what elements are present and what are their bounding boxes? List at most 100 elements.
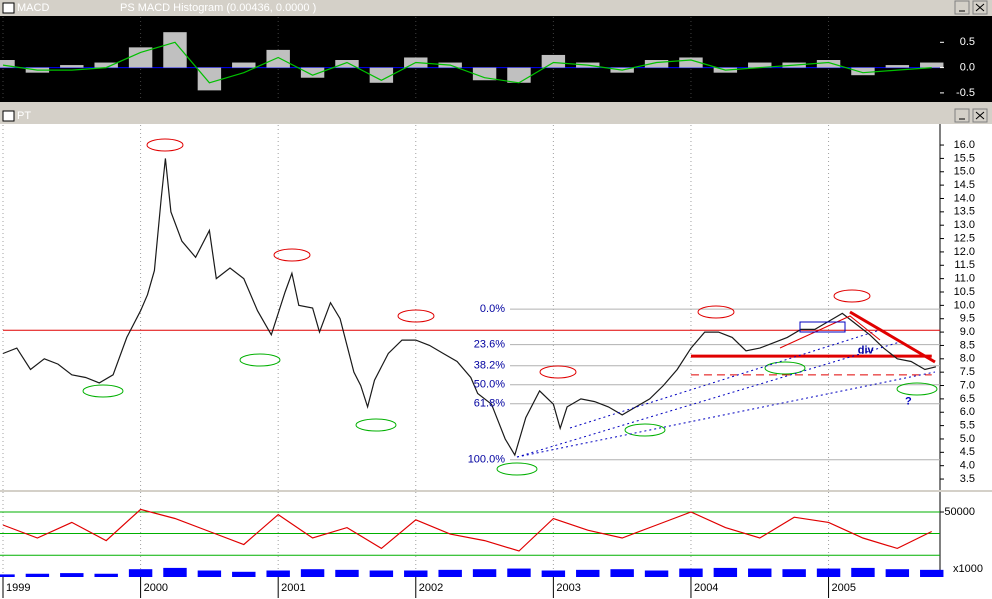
peak-marker [539,365,577,379]
fib-label: 100.0% [468,454,506,466]
bar [713,567,738,577]
y-tick-label: 0.5 [960,36,975,48]
y-tick-label: 11.0 [954,273,975,285]
trough-marker [624,423,666,437]
y-tick-label: 8.0 [960,353,975,365]
trough-marker [496,462,538,476]
button-glyphs [959,3,985,12]
button-glyphs [959,111,985,120]
bar [541,570,566,577]
x-axis-strip [0,577,992,599]
bar [472,67,497,81]
bar [851,567,875,577]
minimize-button[interactable] [954,0,970,15]
y-tick-label: 12.5 [954,232,975,244]
trough-marker [82,384,124,398]
trough-marker [764,361,806,375]
y-tick-label: 8.5 [960,339,975,351]
fib-label: 23.6% [474,339,505,351]
peak-marker [146,138,184,152]
fib-label: 0.0% [480,303,505,315]
bar [782,569,806,577]
bar [816,568,841,577]
fib-label: 38.2% [474,360,505,372]
y-tick-label: 15.5 [954,152,975,164]
bar [679,568,703,577]
trend-line [516,341,901,458]
y-tick-label: 5.5 [960,420,975,432]
bar [197,570,222,577]
bar [644,570,669,577]
x-tick-label: 2004 [694,582,718,594]
bar [128,47,153,68]
y-tick-label: 9.5 [960,313,975,325]
panel-icon [2,2,15,14]
y-tick-label: 6.5 [960,393,975,405]
bar [232,62,256,68]
bar [920,62,944,68]
bar [679,57,703,68]
bar [335,569,359,577]
trend-line [569,329,881,429]
bar [0,60,15,68]
y-tick-label: 14.0 [954,192,975,204]
minimize-button[interactable] [954,108,970,123]
unit-label: x1000 [953,563,983,575]
bar [507,568,531,577]
x-tick-label: 2005 [832,582,856,594]
trough-marker [239,353,281,367]
bar [60,65,84,68]
y-tick-label: 12.0 [954,246,975,258]
annotations-layer [82,138,938,476]
y-tick-label: 10.5 [954,286,975,298]
y-tick-label: 16.0 [954,139,975,151]
title-bar [0,0,992,16]
bar [748,568,772,577]
trough-marker [896,382,938,396]
bar [25,573,50,577]
y-tick-label: 13.0 [954,219,975,231]
x-tick-label: 2003 [556,582,580,594]
bar [335,60,359,68]
bar [232,571,256,577]
pattern-box [799,321,846,333]
y-tick-label: 7.0 [960,379,975,391]
bar [128,569,153,577]
panel-icon [2,110,15,122]
bar [541,54,566,68]
series-line [2,41,932,84]
bar [300,67,325,78]
bar [610,569,634,577]
bar [576,569,600,577]
fib-label: 50.0% [474,379,505,391]
x-tick-label: 1999 [6,582,30,594]
bar [920,569,944,577]
y-tick-label: 7.5 [960,366,975,378]
y-tick-label: 0.0 [960,62,975,74]
bar [60,573,84,577]
series-name: MACD [17,2,49,14]
bar [266,570,290,577]
panel-title: PT [17,110,31,122]
peak-marker [397,309,435,323]
bar [163,567,187,577]
bar [885,65,910,68]
y-tick-label: 3.5 [960,473,975,485]
bar [266,49,290,68]
y-tick-label: 10.0 [954,299,975,311]
series-line [2,158,937,457]
y-tick-label: 4.0 [960,460,975,472]
bar [369,570,394,577]
y-tick-label: 14.5 [954,179,975,191]
bar [94,573,118,577]
bar [885,569,910,577]
y-tick-label: 4.5 [960,446,975,458]
bar [300,569,325,577]
title-bar [0,108,992,124]
volume-panel [0,492,992,577]
y-tick-label: 6.0 [960,406,975,418]
x-tick-label: 2001 [281,582,305,594]
fib-label: 61.8% [474,398,505,410]
y-tick-label: -0.5 [956,87,975,99]
